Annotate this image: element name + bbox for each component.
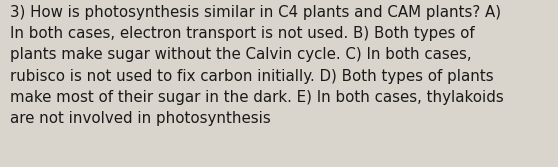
Text: 3) How is photosynthesis similar in C4 plants and CAM plants? A)
In both cases, : 3) How is photosynthesis similar in C4 p… (10, 5, 504, 126)
